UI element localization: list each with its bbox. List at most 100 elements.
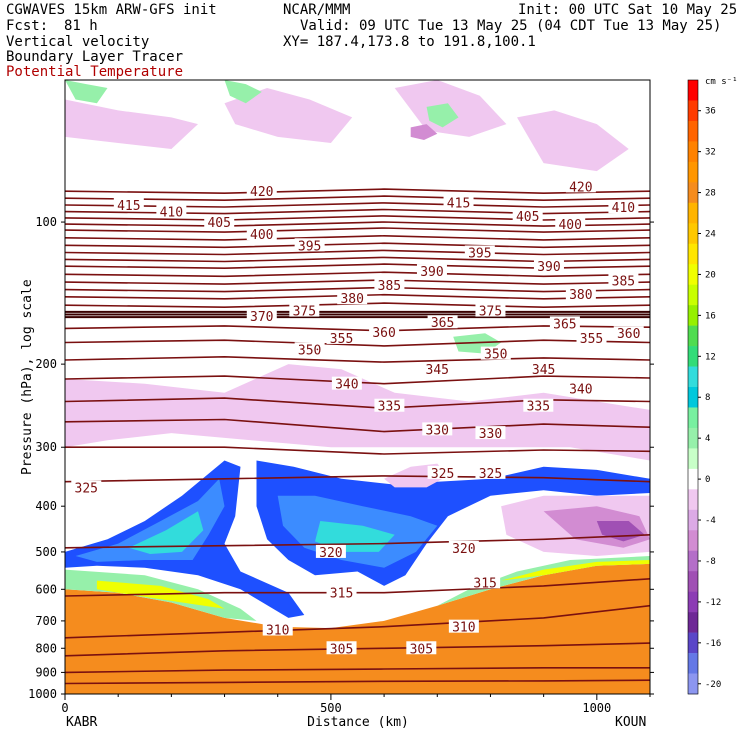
theta-label: 385 [612, 275, 635, 290]
plot-frame [64, 79, 651, 695]
colorbar-swatch [688, 366, 698, 388]
theta-label: 405 [516, 210, 539, 225]
descent-patch-stratosphere-2 [224, 88, 353, 143]
orange-tracer-region [65, 563, 650, 694]
theta-label: 360 [372, 326, 395, 341]
theta-label: 305 [330, 642, 353, 657]
theta-label: 410 [612, 201, 635, 216]
descent-patch-stratosphere-4 [517, 110, 629, 172]
theta-label: 330 [479, 427, 502, 442]
theta-label: 330 [426, 423, 449, 438]
velocity-colorbar: 36 32 28 24 20 16 12 8 4 0 -4 -8 -12 -16 -20 [687, 79, 721, 695]
colorbar-swatch [688, 284, 698, 306]
colorbar-swatch [688, 550, 698, 572]
colorbar-tick-label: 8 [705, 393, 710, 403]
theta-contour [65, 242, 650, 249]
theta-label-background [427, 465, 458, 479]
theta-label: 385 [378, 279, 401, 294]
theta-label-background [576, 330, 607, 344]
colorbar-swatch [688, 448, 698, 470]
theta-label: 415 [447, 197, 470, 212]
theta-contour [65, 446, 650, 455]
theta-label-background [608, 200, 639, 214]
theta-contour [65, 188, 650, 195]
theta-label-background [374, 398, 405, 412]
theta-label: 325 [75, 481, 98, 496]
colorbar-swatch [688, 346, 698, 367]
theta-contour [65, 195, 650, 202]
y-tick-label: 400 [35, 499, 57, 513]
theta-label-background [294, 238, 325, 252]
theta-label-background [331, 376, 362, 390]
colorbar-swatch [688, 120, 698, 142]
theta-label-background [246, 184, 277, 198]
colorbar-tick-label: 20 [705, 270, 716, 280]
colorbar-swatch [688, 243, 698, 265]
theta-label: 345 [532, 363, 555, 378]
theta-contour [65, 256, 650, 263]
theta-label-background [71, 480, 102, 494]
theta-label: 305 [410, 642, 433, 657]
colorbar-swatch [688, 141, 698, 163]
theta-label-background [422, 422, 453, 436]
colorbar-swatch [688, 161, 698, 183]
colorbar-swatch [688, 325, 698, 347]
theta-label: 310 [266, 623, 289, 638]
theta-label: 390 [420, 265, 443, 280]
theta-label: 370 [250, 310, 273, 325]
colorbar-tick-label: 28 [705, 189, 716, 199]
colorbar-tick-label: -12 [705, 598, 721, 608]
tracer-edge-band-east-inner [501, 560, 650, 581]
colorbar-tick-label: 32 [705, 148, 716, 158]
y-tick-label: 100 [35, 215, 57, 229]
theta-label: 380 [569, 288, 592, 303]
theta-label-background [613, 326, 644, 340]
theta-contour [65, 666, 650, 674]
theta-label: 375 [293, 305, 316, 320]
colorbar-tick-label: 36 [705, 107, 716, 117]
ascent-patch-stratosphere-1 [65, 80, 108, 104]
theta-label: 365 [431, 316, 454, 331]
theta-contour [65, 642, 650, 657]
theta-label-background [464, 245, 495, 259]
theta-label: 420 [569, 180, 592, 195]
colorbar-tick-label: 4 [705, 434, 710, 444]
theta-label: 315 [330, 587, 353, 602]
theta-label-background [555, 217, 586, 231]
theta-label-background [326, 585, 357, 599]
theta-label-background [533, 259, 564, 273]
theta-label-background [523, 398, 554, 412]
theta-label: 345 [426, 363, 449, 378]
init-time: Init: 00 UTC Sat 10 May 25 [518, 2, 738, 18]
theta-contour [65, 271, 650, 278]
theta-contour [65, 604, 650, 639]
colorbar-swatch [688, 223, 698, 245]
theta-label-background [427, 315, 458, 329]
x-tick-label: 500 [320, 701, 342, 715]
theta-label: 310 [452, 621, 475, 636]
forecast-label: Fcst: [6, 18, 49, 34]
colorbar-frame [687, 79, 699, 695]
theta-label-background [422, 362, 453, 376]
theta-label-background [416, 264, 447, 278]
colorbar-swatch [688, 571, 698, 592]
theta-label: 355 [330, 332, 353, 347]
theta-label-background [246, 308, 277, 322]
theta-label: 395 [468, 246, 491, 261]
distance-axis: 0 500 1000 [61, 694, 651, 715]
colorbar-swatch [688, 100, 698, 122]
theta-label-background [608, 273, 639, 287]
colorbar-tick-label: -8 [705, 557, 716, 567]
y-tick-label: 500 [35, 545, 57, 559]
field-potential-temperature: Potential Temperature [6, 64, 184, 80]
colorbar-swatch [688, 632, 698, 654]
theta-label-background [262, 622, 293, 636]
institution: NCAR/MMM [283, 2, 351, 18]
y-tick-label: 300 [35, 440, 57, 454]
colorbar-tick-label: -20 [705, 680, 721, 690]
potential-temperature-contours [65, 188, 650, 685]
ascent-max-west [128, 511, 204, 554]
theta-label: 360 [617, 327, 640, 342]
theta-label-background [246, 227, 277, 241]
theta-label-background [406, 641, 437, 655]
